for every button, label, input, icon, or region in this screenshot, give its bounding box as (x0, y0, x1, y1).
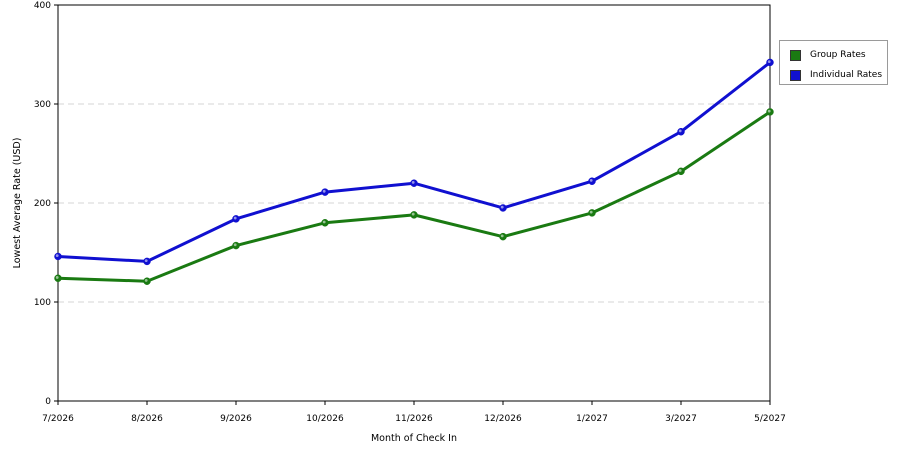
data-point-highlight (144, 279, 148, 282)
series-line-individual-rates (56, 60, 772, 263)
legend-item-individual-rates: Individual Rates (790, 68, 882, 82)
data-point-highlight (767, 109, 771, 113)
data-point-highlight (411, 181, 415, 184)
series-line-group-rates (56, 110, 772, 283)
legend-label-group-rates: Group Rates (810, 50, 866, 60)
legend-swatch-individual-rates (790, 69, 801, 81)
data-point-highlight (322, 220, 326, 224)
data-point-highlight (589, 210, 593, 214)
grid-lines (58, 103, 770, 303)
axes: 0 100 200 300 400 7/2026 8/2026 9/2026 10/2026 11… (34, 1, 786, 424)
x-tick-label: 11/2026 (395, 414, 433, 424)
y-tick-label: 200 (34, 199, 51, 209)
y-tick-label: 100 (34, 298, 51, 308)
x-axis-title: Month of Check In (371, 433, 457, 444)
legend: Group Rates Individual Rates (779, 40, 888, 85)
series (54, 58, 774, 285)
data-point-highlight (55, 254, 59, 258)
x-tick-label: 12/2026 (484, 414, 522, 424)
data-point-highlight (500, 234, 504, 238)
x-tick-label: 10/2026 (306, 414, 344, 424)
data-point-highlight (322, 189, 326, 193)
x-tick-label: 1/2027 (576, 414, 608, 424)
y-tick-label: 400 (34, 1, 51, 11)
legend-swatch-group-rates (790, 49, 801, 61)
data-point-highlight (55, 276, 59, 279)
y-axis-title: Lowest Average Rate (USD) (12, 138, 23, 269)
y-tick-label: 300 (34, 100, 51, 110)
data-point-highlight (233, 243, 237, 247)
data-point-highlight (144, 259, 148, 263)
data-point-highlight (500, 205, 504, 209)
data-point-highlight (589, 179, 593, 182)
data-point-highlight (678, 169, 682, 172)
x-tick-label: 8/2026 (131, 414, 163, 424)
legend-item-group-rates: Group Rates (790, 48, 866, 62)
x-tick-label: 3/2027 (665, 414, 697, 424)
x-tick-label: 5/2027 (754, 414, 786, 424)
data-point-highlight (411, 212, 415, 216)
data-point-highlight (767, 60, 771, 64)
legend-label-individual-rates: Individual Rates (810, 70, 883, 80)
x-tick-label: 7/2026 (42, 414, 74, 424)
x-tick-label: 9/2026 (220, 414, 252, 424)
data-point-highlight (678, 129, 682, 133)
data-point-highlight (233, 216, 237, 220)
y-tick-label: 0 (45, 397, 51, 407)
